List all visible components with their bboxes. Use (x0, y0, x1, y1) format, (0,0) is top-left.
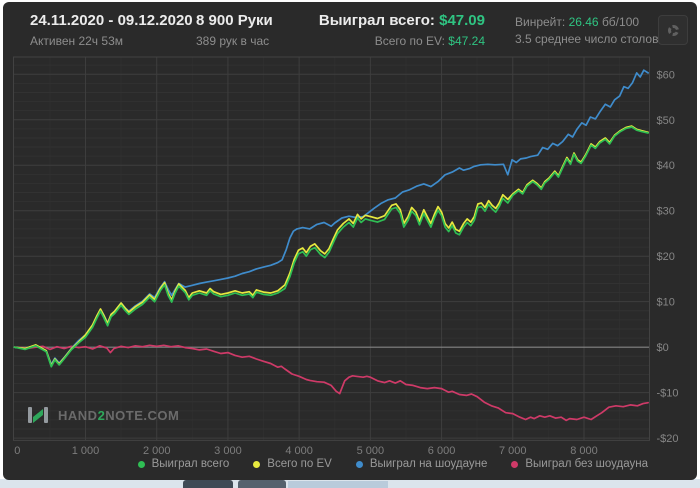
winnings-block: Выиграл всего: $47.09 Всего по EV: $47.2… (319, 12, 485, 48)
winrate-label: Винрейт: (515, 15, 566, 29)
won-total-label: Выиграл всего: (318, 12, 435, 29)
hands-per-hour: 389 рук в час (196, 34, 270, 48)
winrate-block: Винрейт: 26.46 бб/100 3.5 среднее число … (515, 14, 658, 48)
y-axis-label: $40 (657, 160, 675, 172)
legend-item-won-total[interactable]: Выиграл всего (137, 458, 230, 470)
active-time: Активен 22ч 53м (30, 34, 123, 48)
legend-item-won-nonshowdown[interactable]: Выиграл без шоудауна (511, 458, 648, 470)
winnings-chart[interactable]: $60 $50 $40 $30 $20 $10 $0 -$10 -$20 0 1 000 2 000 3… (3, 2, 697, 480)
series-line-won-nonshowdown[interactable] (13, 344, 649, 422)
x-axis-label: 2 000 (143, 445, 171, 457)
hand2note-logo-icon (28, 407, 48, 423)
legend-dot-icon (137, 460, 145, 468)
watermark-text: HAND2NOTE.COM (58, 407, 180, 423)
date-range: 24.11.2020 - 09.12.2020 (30, 12, 193, 29)
stats-header: 24.11.2020 - 09.12.2020 Активен 22ч 53м … (3, 2, 697, 57)
x-axis-label: 3 000 (214, 445, 242, 457)
legend-dot-icon (355, 460, 363, 468)
series-line-ev-total[interactable] (13, 125, 649, 367)
legend-dot-icon (511, 460, 519, 468)
x-axis-label: 8 000 (570, 445, 598, 457)
y-axis-label: $30 (657, 206, 675, 218)
settings-button[interactable] (658, 15, 688, 45)
x-axis-label: 7 000 (499, 445, 527, 457)
plot-border (13, 56, 650, 441)
legend-item-ev-total[interactable]: Всего по EV (253, 458, 332, 470)
legend-label: Всего по EV (267, 458, 332, 470)
x-axis-label: 5 000 (357, 445, 385, 457)
hands-total: 8 900 Руки (196, 12, 273, 29)
y-axis-label: $60 (657, 69, 675, 81)
ev-total-label: Всего по EV: (374, 34, 445, 48)
y-axis-label: $50 (657, 115, 675, 127)
stats-panel: 24.11.2020 - 09.12.2020 Активен 22ч 53м … (3, 2, 697, 480)
background-window-strip-segment (288, 481, 388, 488)
y-axis-label: -$20 (657, 433, 679, 445)
watermark: HAND2NOTE.COM (27, 404, 179, 426)
y-axis-label: -$10 (657, 388, 679, 400)
winrate-units: бб/100 (601, 15, 640, 29)
legend-dot-icon (253, 460, 261, 468)
x-axis-label: 4 000 (285, 445, 313, 457)
background-window-tab (183, 480, 233, 488)
series-line-won-total[interactable] (13, 126, 649, 368)
avg-tables: 3.5 среднее число столов (515, 32, 659, 46)
chart-legend: Выиграл всего Всего по EV Выиграл на шоуда… (137, 456, 648, 472)
background-window-tab (238, 480, 286, 488)
x-axis-label: 1 000 (72, 445, 100, 457)
legend-label: Выиграл на шоудауне (369, 458, 488, 470)
legend-label: Выиграл без шоудауна (525, 458, 648, 470)
won-total-value: $47.09 (439, 12, 485, 29)
y-axis-label: $0 (657, 342, 669, 354)
date-block: 24.11.2020 - 09.12.2020 Активен 22ч 53м (30, 12, 193, 48)
ev-total-value: $47.24 (448, 34, 485, 48)
winrate-value: 26.46 (568, 15, 599, 29)
y-axis-label: $20 (657, 251, 675, 263)
x-axis-label: 0 (14, 445, 20, 457)
legend-label: Выиграл всего (151, 458, 230, 470)
x-axis-label: 6 000 (428, 445, 456, 457)
legend-item-won-showdown[interactable]: Выиграл на шоудауне (355, 458, 488, 470)
y-axis-label: $10 (657, 297, 675, 309)
hands-block: 8 900 Руки 389 рук в час (196, 12, 273, 48)
gear-icon (667, 24, 679, 36)
